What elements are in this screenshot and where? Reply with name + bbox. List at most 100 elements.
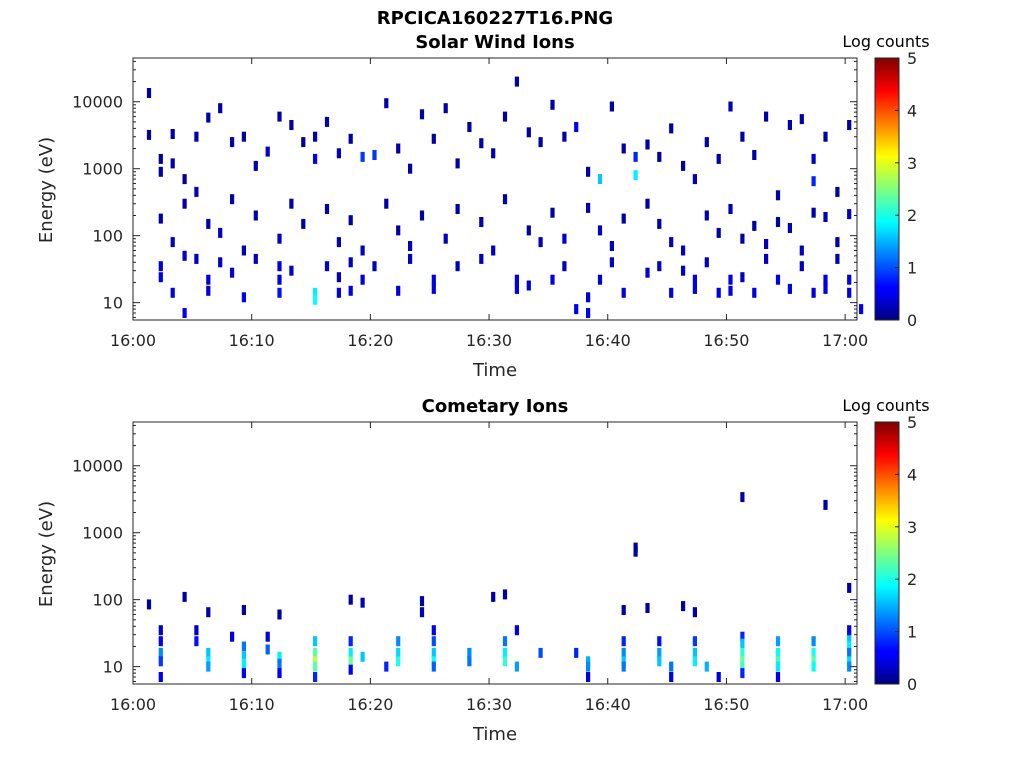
spectrogram-cell bbox=[526, 127, 531, 138]
spectrogram-cell bbox=[847, 274, 852, 285]
spectrogram-cell bbox=[194, 625, 199, 636]
spectrogram-cell bbox=[799, 245, 804, 256]
spectrogram-cell bbox=[764, 111, 769, 122]
spectrogram-cell bbox=[514, 283, 519, 294]
spectrogram-cell bbox=[253, 253, 258, 264]
x-tick-label: 16:40 bbox=[585, 331, 631, 350]
spectrogram-cell bbox=[277, 651, 282, 662]
spectrogram-cell bbox=[431, 274, 436, 285]
colorbar-label: Log counts bbox=[842, 32, 929, 51]
colorbar-gradient bbox=[874, 57, 900, 321]
spectrogram-cell bbox=[716, 672, 721, 682]
spectrogram-cell bbox=[360, 151, 365, 162]
spectrogram-cell bbox=[206, 607, 211, 618]
spectrogram-cell bbox=[360, 597, 365, 608]
x-tick-label: 17:00 bbox=[822, 331, 868, 350]
spectrogram-cell bbox=[609, 241, 614, 251]
colorbar-tick-label: 4 bbox=[907, 101, 917, 120]
spectrogram-cell bbox=[823, 499, 828, 510]
spectrogram-cell bbox=[716, 153, 721, 164]
spectrogram-cell bbox=[396, 647, 401, 658]
spectrogram-cell bbox=[847, 582, 852, 593]
spectrogram-cell bbox=[158, 213, 163, 224]
spectrogram-cell bbox=[609, 257, 614, 268]
colorbar-label: Log counts bbox=[842, 396, 929, 415]
spectrogram-cell bbox=[811, 636, 816, 647]
spectrogram-cell bbox=[348, 257, 353, 268]
spectrogram-cell bbox=[336, 272, 341, 283]
spectrogram-cell bbox=[502, 647, 508, 658]
spectrogram-cell bbox=[692, 174, 697, 185]
spectrogram-cell bbox=[146, 88, 152, 98]
spectrogram-cell bbox=[431, 133, 436, 144]
colorbar-tick-label: 5 bbox=[907, 413, 917, 432]
spectrogram-cell bbox=[194, 253, 199, 264]
spectrogram-cell bbox=[431, 656, 436, 667]
spectrogram-cell bbox=[740, 656, 745, 667]
spectrogram-cell bbox=[811, 647, 816, 658]
spectrogram-cell bbox=[491, 245, 496, 256]
spectrogram-cell bbox=[431, 283, 436, 294]
spectrogram-cell bbox=[586, 308, 591, 318]
spectrogram-cell bbox=[419, 210, 425, 221]
spectrogram-cell bbox=[396, 656, 401, 667]
colorbar-tick-label: 3 bbox=[907, 518, 917, 537]
x-tick-label: 16:00 bbox=[110, 331, 156, 350]
spectrogram-cell bbox=[775, 672, 781, 682]
spectrogram-cell bbox=[692, 283, 697, 294]
spectrogram-cell bbox=[586, 661, 591, 672]
spectrogram-cell bbox=[277, 233, 282, 244]
spectrogram-cell bbox=[158, 672, 163, 682]
colorbar-tick-label: 0 bbox=[907, 675, 917, 694]
spectrogram-cell bbox=[847, 647, 852, 658]
spectrogram-cell bbox=[657, 656, 662, 667]
spectrogram-cell bbox=[847, 641, 852, 652]
spectrogram-cell bbox=[301, 218, 306, 229]
spectrogram-cell bbox=[384, 661, 389, 672]
x-tick-label: 16:00 bbox=[110, 695, 156, 714]
spectrogram-cell bbox=[847, 209, 852, 220]
spectrogram-cell bbox=[645, 267, 650, 278]
spectrogram-cell bbox=[289, 198, 294, 209]
spectrogram-cell bbox=[170, 129, 175, 139]
spectrogram-cell bbox=[669, 672, 674, 682]
spectrogram-cell bbox=[740, 631, 745, 642]
spectrogram-cell bbox=[681, 265, 686, 276]
x-tick-label: 16:10 bbox=[229, 331, 275, 350]
spectrogram-cell bbox=[847, 120, 852, 130]
spectrogram-cell bbox=[443, 103, 448, 114]
spectrogram-cell bbox=[799, 261, 804, 272]
spectrogram-cell bbox=[550, 207, 555, 218]
spectrogram-cell bbox=[538, 237, 543, 248]
x-tick-label: 16:20 bbox=[347, 695, 393, 714]
spectrogram-cell bbox=[811, 207, 816, 218]
spectrogram-cell bbox=[230, 137, 235, 148]
y-tick-label: 10000 bbox=[72, 457, 123, 476]
spectrogram-cell bbox=[431, 636, 436, 647]
spectrogram-cell bbox=[218, 257, 223, 268]
spectrogram-cell bbox=[265, 146, 270, 157]
spectrogram-cell bbox=[621, 213, 626, 224]
x-tick-label: 16:50 bbox=[703, 331, 749, 350]
spectrogram-cell bbox=[740, 233, 745, 244]
spectrogram-cell bbox=[206, 285, 211, 296]
spectrogram-cell bbox=[467, 122, 472, 132]
spectrogram-cell bbox=[336, 287, 341, 298]
spectrogram-cell bbox=[811, 661, 816, 672]
spectrogram-cell bbox=[657, 647, 662, 658]
spectrogram-cell bbox=[324, 261, 330, 272]
spectrogram-cell bbox=[740, 668, 745, 679]
spectrogram-cell bbox=[431, 661, 436, 672]
spectrogram-cell bbox=[597, 174, 603, 185]
colorbar-tick-label: 2 bbox=[907, 570, 917, 589]
spectrogram-cell bbox=[550, 99, 555, 110]
colorbar: Log counts 0 1 2 3 4 5 bbox=[842, 32, 929, 330]
spectrogram-cell bbox=[348, 647, 353, 658]
spectrogram-cell bbox=[811, 656, 816, 667]
spectrogram-cell bbox=[324, 116, 330, 127]
spectrogram-cell bbox=[146, 599, 152, 610]
spectrogram-cell bbox=[265, 631, 270, 642]
colorbar-tick-label: 2 bbox=[907, 206, 917, 225]
spectrogram-cell bbox=[360, 245, 365, 256]
spectrogram-cell bbox=[621, 287, 626, 298]
